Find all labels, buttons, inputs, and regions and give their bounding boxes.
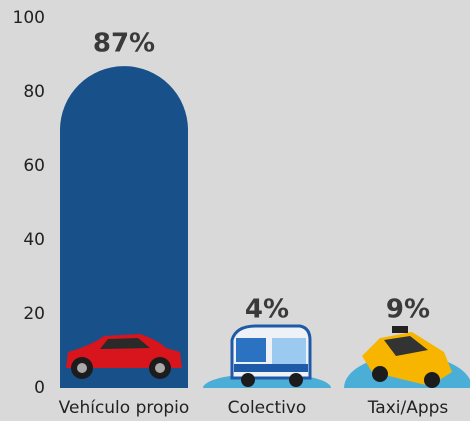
bus-icon [232,326,310,387]
y-tick-label: 40 [23,230,45,250]
x-tick-label: Vehículo propio [59,398,190,418]
taxi-icon [362,326,452,388]
value-label: 9% [386,295,430,325]
x-tick-label: Taxi/Apps [367,398,449,418]
x-tick-label: Colectivo [228,398,307,418]
value-label: 87% [93,29,155,59]
y-tick-label: 100 [13,8,45,28]
y-tick-label: 0 [34,378,45,398]
page: {"chart_data": {"type": "bar", "categori… [0,0,470,421]
value-label: 4% [245,295,289,325]
chart: 0 20 40 60 80 100 Vehículo propio 87% Colectivo 4… [0,0,470,421]
y-tick-label: 80 [23,82,45,102]
y-tick-label: 20 [23,304,45,324]
y-tick-label: 60 [23,156,45,176]
